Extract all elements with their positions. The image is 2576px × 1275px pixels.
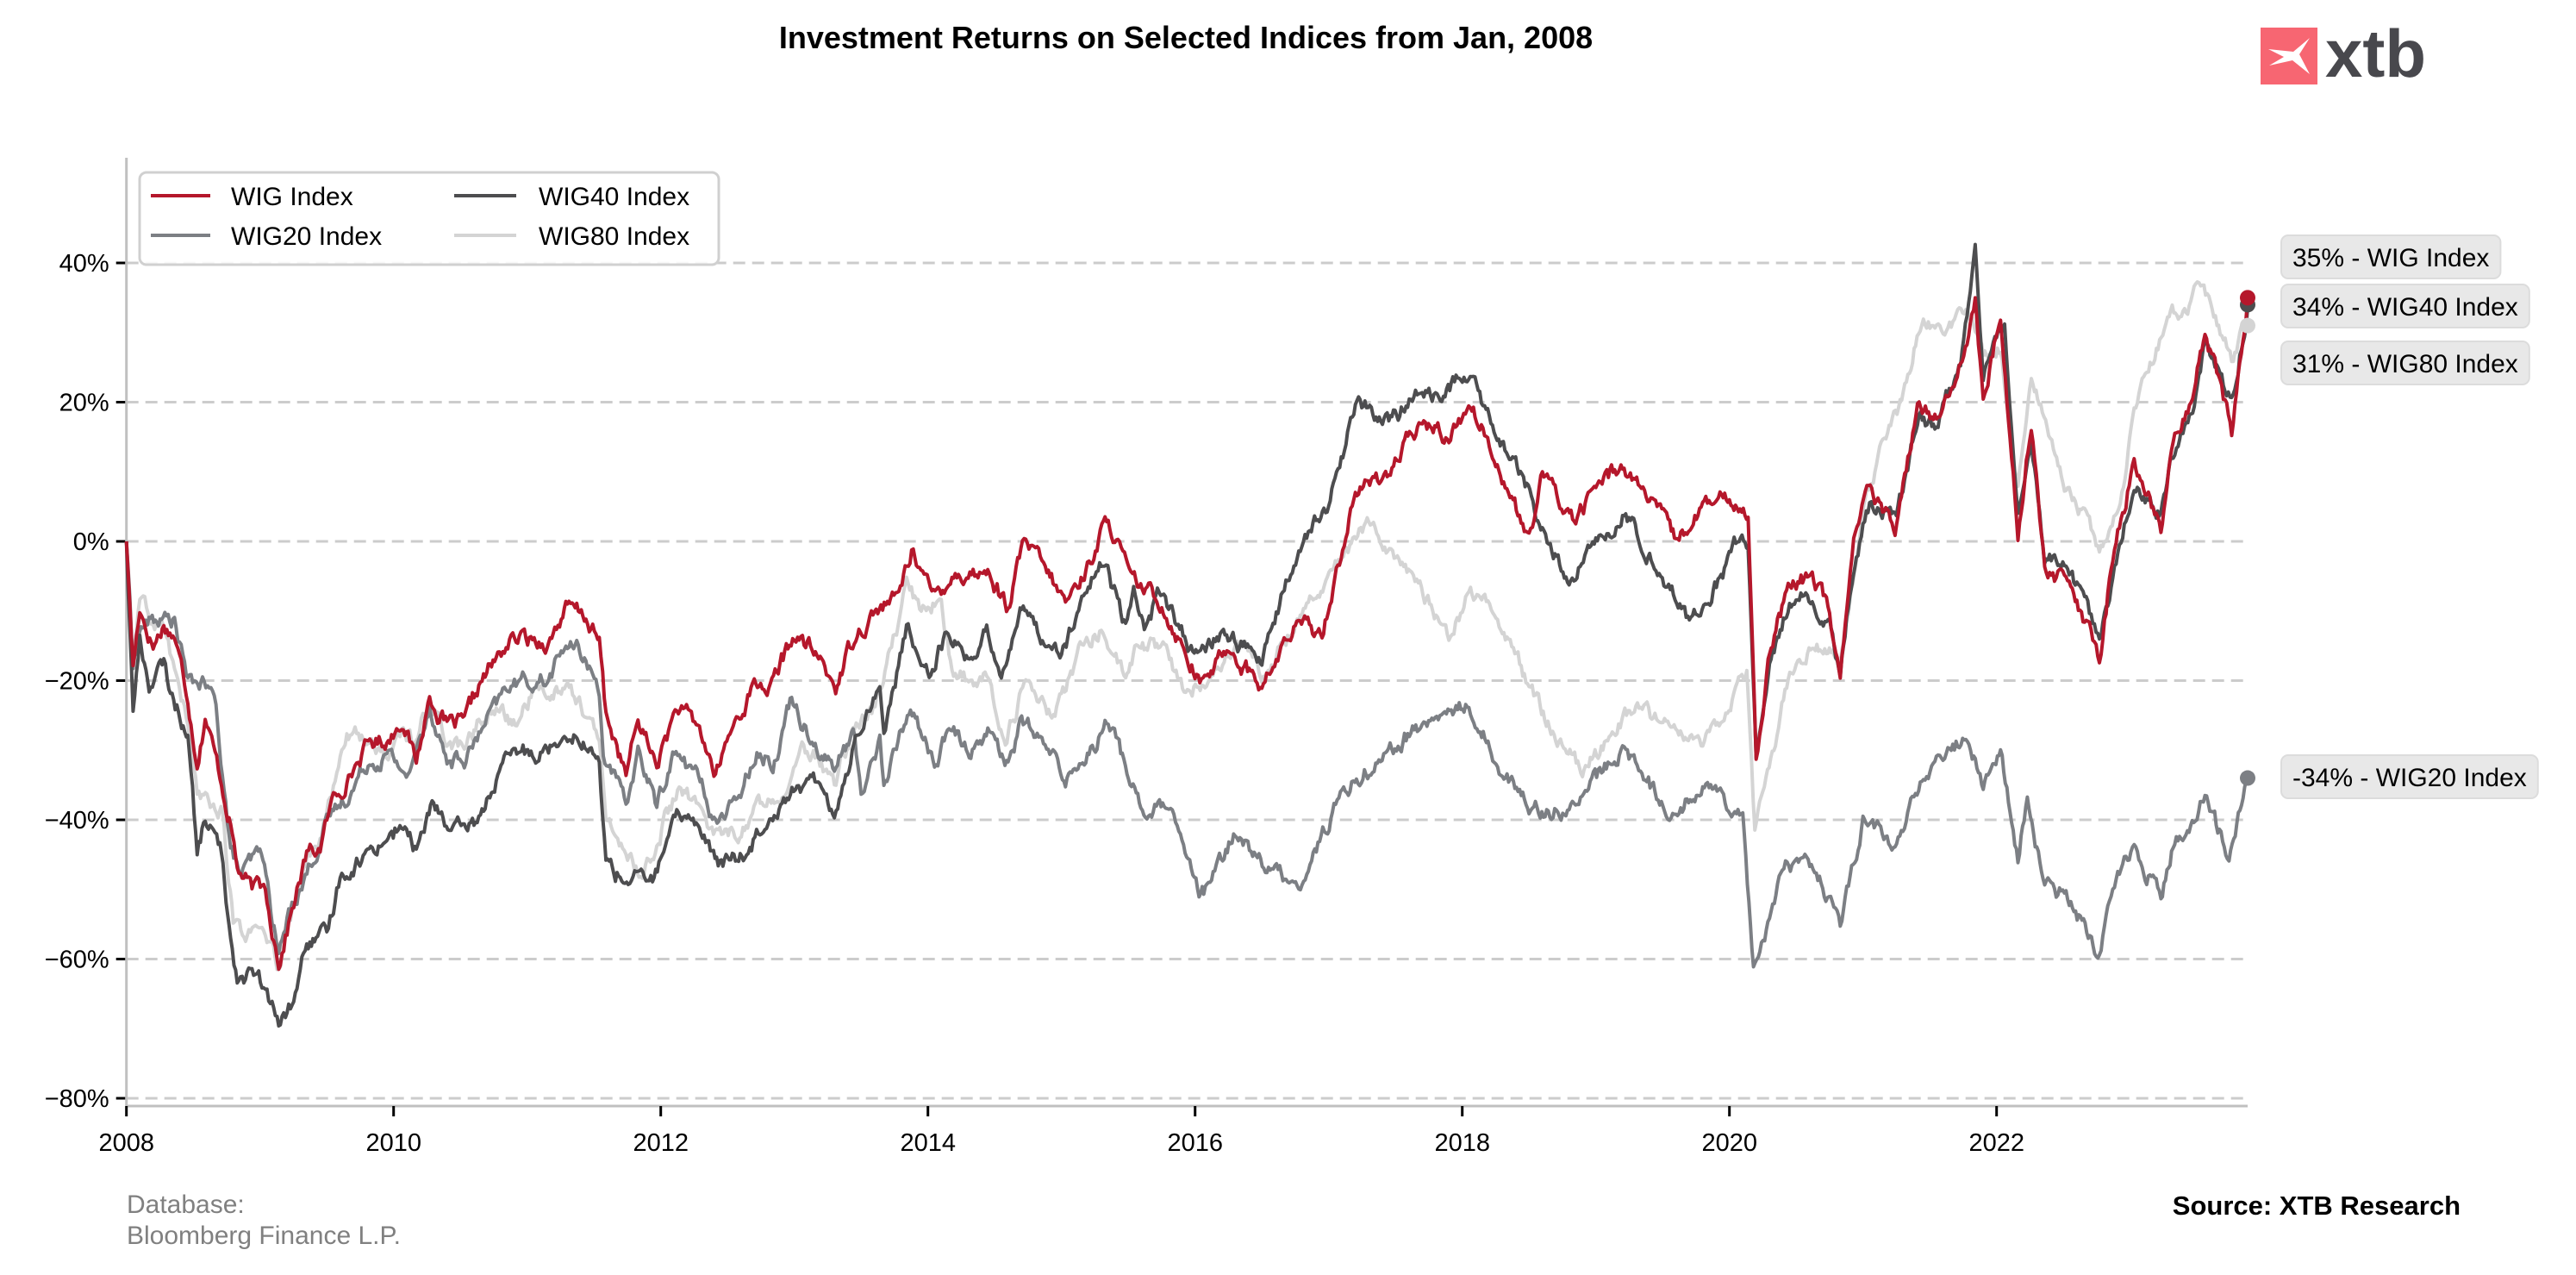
y-tick-label: −80% [45, 1085, 109, 1113]
x-tick-label: 2014 [900, 1129, 956, 1157]
end-label-text: 35% - WIG Index [2292, 244, 2489, 272]
database-source: Bloomberg Finance L.P. [127, 1222, 401, 1250]
end-label-box [2280, 284, 2530, 328]
x-tick-label: 2020 [1701, 1129, 1757, 1157]
legend-label-wig: WIG Index [231, 183, 353, 211]
y-tick-label: 40% [59, 250, 109, 278]
legend-box [138, 171, 720, 266]
axes: 40% 20% 0% −20% −40% −60% −80% 2008 2010 2012 2014… [45, 158, 2248, 1157]
database-label: Database: [127, 1191, 245, 1219]
end-marker-wig-index [2240, 290, 2255, 306]
chart-title: Investment Returns on Selected Indices f… [779, 20, 1593, 55]
end-label-box [2280, 341, 2530, 385]
end-label-wig20-index: -34% - WIG20 Index [2280, 754, 2539, 799]
series-line-wig40-index [124, 242, 2250, 1028]
end-label-box [2280, 754, 2539, 799]
source-note: Source: XTB Research [2173, 1191, 2461, 1221]
end-label-box [2280, 234, 2502, 279]
y-tick-label: −20% [45, 668, 109, 696]
x-tick-label: 2022 [1968, 1129, 2024, 1157]
x-tick-label: 2008 [98, 1129, 154, 1157]
y-tick-label: −60% [45, 947, 109, 974]
x-tick-label: 2016 [1167, 1129, 1223, 1157]
end-label-wig40-index: 34% - WIG40 Index [2280, 284, 2530, 328]
y-tick-label: 0% [73, 528, 109, 556]
end-label-text: -34% - WIG20 Index [2292, 764, 2527, 792]
legend: WIG Index WIG20 Index WIG40 Index WIG80 … [138, 171, 720, 266]
gridlines [126, 261, 2248, 1100]
end-label-text: 31% - WIG80 Index [2292, 350, 2518, 378]
x-tick-label: 2012 [633, 1129, 689, 1157]
xtb-x-icon [2268, 38, 2310, 74]
series-line-wig-index [124, 296, 2250, 972]
end-label-text: 34% - WIG40 Index [2292, 293, 2518, 322]
end-label-wig-index: 35% - WIG Index [2280, 234, 2502, 279]
x-tick-label: 2010 [365, 1129, 421, 1157]
end-markers [2240, 290, 2255, 786]
series-line-wig80-index [124, 280, 2250, 972]
xtb-logo-text: xtb [2325, 16, 2426, 91]
series-lines [124, 242, 2250, 1028]
legend-label-wig80: WIG80 Index [539, 222, 689, 251]
end-label-wig80-index: 31% - WIG80 Index [2280, 341, 2530, 385]
end-marker-wig80-index [2240, 317, 2255, 334]
y-tick-label: 20% [59, 390, 109, 417]
legend-label-wig20: WIG20 Index [231, 222, 382, 251]
x-tick-label: 2018 [1434, 1129, 1490, 1157]
end-labels: 35% - WIG Index -34% - WIG20 Index 34% - W… [2280, 234, 2539, 799]
xtb-logo: xtb [2261, 16, 2426, 91]
y-tick-label: −40% [45, 807, 109, 834]
legend-label-wig40: WIG40 Index [539, 183, 689, 211]
end-marker-wig20-index [2240, 770, 2255, 786]
series-line-wig20-index [124, 541, 2250, 969]
